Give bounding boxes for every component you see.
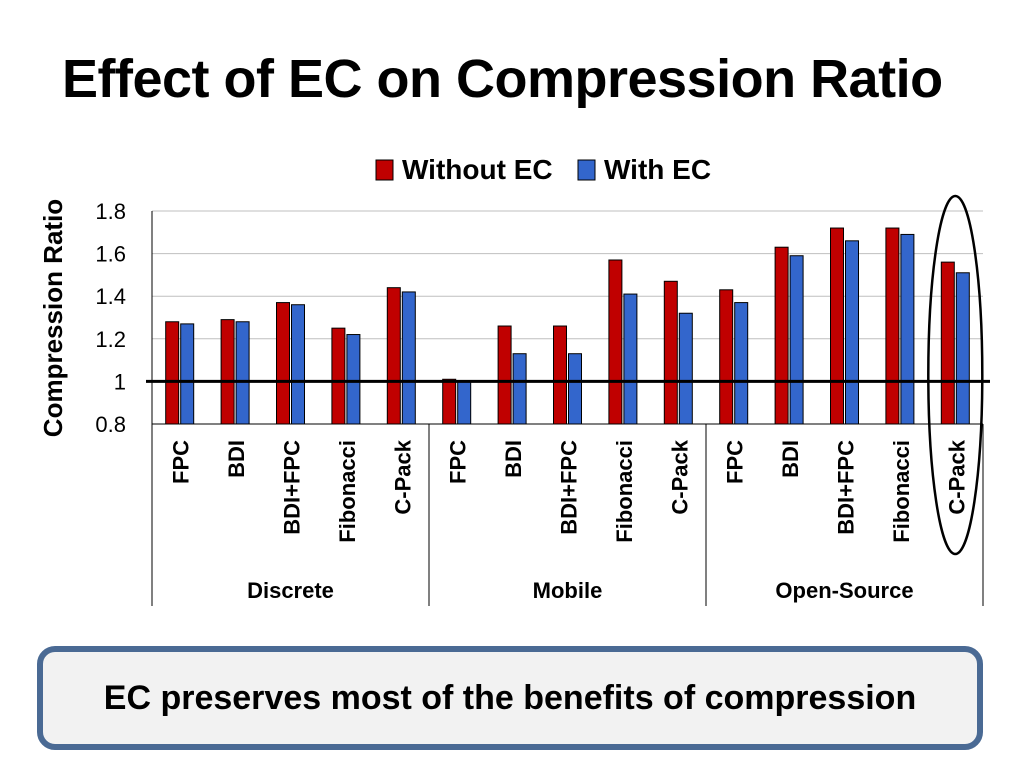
bar-without-ec [331, 327, 346, 425]
category-label: FPC [723, 440, 748, 484]
group-label: Discrete [247, 578, 334, 603]
y-tick-label: 1.2 [95, 327, 126, 352]
y-tick-label: 1.8 [95, 199, 126, 224]
bar-with-ec [457, 380, 472, 425]
bar-without-ec [830, 227, 844, 425]
bar-without-ec [940, 261, 955, 425]
group-label: Mobile [533, 578, 603, 603]
bar-with-ec [845, 240, 859, 425]
category-label: Fibonacci [335, 440, 360, 543]
bar-without-ec [276, 302, 290, 425]
compression-ratio-chart: 0.8 1 1.2 1.4 1.6 1.8 Compression Ratio FPC BDI B… [38, 154, 990, 606]
category-label: C-Pack [944, 439, 969, 514]
category-label: BDI+FPC [834, 440, 859, 535]
bar-with-ec [955, 272, 970, 425]
bar-without-ec [553, 325, 567, 425]
bar-without-ec [386, 287, 401, 425]
bar-with-ec [734, 302, 749, 425]
category-label: FPC [446, 440, 471, 484]
bar-with-ec [512, 353, 527, 425]
category-label: BDI+FPC [280, 440, 305, 535]
slide-title: Effect of EC on Compression Ratio [62, 49, 943, 109]
bar-with-ec [789, 255, 804, 425]
bar-without-ec [497, 325, 512, 425]
bar-with-ec [180, 323, 195, 425]
bar-with-ec [623, 293, 638, 425]
y-tick-label: 1.4 [95, 284, 126, 309]
callout-text: EC preserves most of the benefits of com… [103, 678, 917, 717]
group-label: Open-Source [775, 578, 913, 603]
bar-with-ec [678, 312, 693, 425]
bar-without-ec [663, 280, 678, 425]
bar-with-ec [900, 233, 915, 425]
y-axis-title: Compression Ratio [38, 199, 68, 437]
bar-without-ec [774, 246, 789, 425]
y-tick-label: 0.8 [95, 412, 126, 437]
y-tick-label: 1.6 [95, 242, 126, 267]
category-label: BDI [501, 440, 526, 478]
category-label: Fibonacci [612, 440, 637, 543]
bar-with-ec [346, 334, 361, 425]
highlight-ellipse [927, 194, 984, 556]
bar-without-ec [608, 259, 623, 425]
category-label: Fibonacci [889, 440, 914, 543]
category-label: BDI [778, 440, 803, 478]
bar-with-ec [401, 291, 416, 425]
category-label: BDI+FPC [557, 440, 582, 535]
legend-swatch-without-ec [375, 159, 394, 181]
bar-without-ec [165, 321, 180, 425]
callout-box: EC preserves most of the benefits of com… [37, 646, 983, 750]
bar-with-ec [235, 321, 250, 425]
y-tick-label: 1 [114, 369, 126, 394]
category-label: C-Pack [667, 439, 692, 514]
bar-with-ec [291, 304, 305, 425]
category-label: BDI [224, 440, 249, 478]
bar-without-ec [442, 378, 457, 425]
category-label: FPC [169, 440, 194, 484]
legend-swatch-with-ec [577, 159, 596, 181]
bar-with-ec [568, 353, 582, 425]
bar-without-ec [885, 227, 900, 425]
legend-label-with-ec: With EC [604, 154, 711, 185]
category-label: C-Pack [390, 439, 415, 514]
bar-without-ec [719, 289, 734, 425]
bar-without-ec [220, 319, 235, 425]
legend-label-without-ec: Without EC [402, 154, 553, 185]
